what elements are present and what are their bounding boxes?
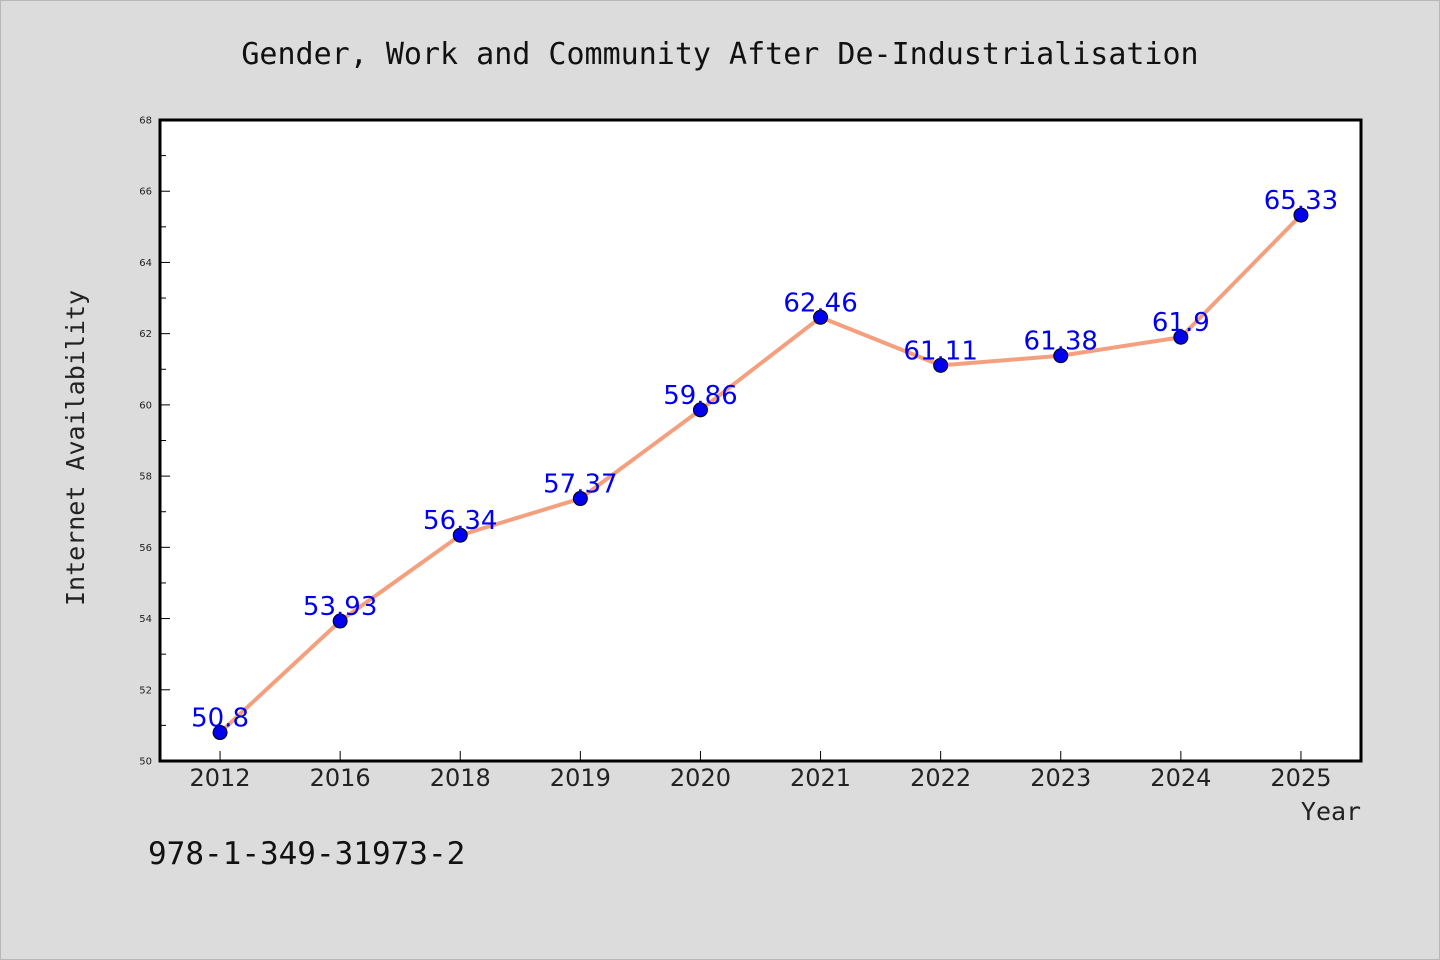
data-label: 59.86: [663, 381, 737, 411]
data-point: [933, 357, 949, 373]
x-tick-label: 2018: [430, 764, 491, 792]
x-tick-label: 2012: [190, 764, 251, 792]
data-point: [572, 491, 588, 507]
x-tick-label: 2024: [1150, 764, 1211, 792]
y-tick-label: 68: [139, 116, 152, 127]
series-line: [218, 213, 1303, 734]
data-label: 50.8: [191, 704, 249, 734]
y-tick-label: 60: [139, 400, 152, 411]
y-tick-label: 64: [139, 258, 152, 269]
data-labels: 50.8 53.93 56.34 57.37 59.86 62.46 61.11 61.38 6…: [191, 186, 1338, 733]
x-tick-label: 2022: [910, 764, 971, 792]
y-tick-label: 62: [139, 329, 152, 340]
data-markers: [212, 207, 1309, 741]
y-tick-label: 58: [139, 472, 152, 483]
data-point: [813, 309, 829, 325]
data-label: 57.37: [543, 470, 617, 500]
data-point: [452, 527, 468, 543]
data-label: 62.46: [783, 288, 857, 318]
y-tick-label: 66: [139, 187, 152, 198]
data-point: [1053, 348, 1069, 364]
data-point: [1293, 207, 1309, 223]
x-tick-label: 2023: [1030, 764, 1091, 792]
x-tick-label: 2025: [1270, 764, 1331, 792]
data-label: 61.38: [1024, 327, 1098, 357]
isbn-text: 978-1-349-31973-2: [148, 836, 465, 872]
plot-area: [158, 118, 1363, 763]
x-tick-label: 2020: [670, 764, 731, 792]
data-point: [1173, 329, 1189, 345]
y-tick-label: 56: [139, 543, 152, 554]
data-label: 65.33: [1264, 186, 1338, 216]
x-tick-label: 2019: [550, 764, 611, 792]
data-point: [692, 402, 708, 418]
data-point: [212, 725, 228, 741]
y-tick-label: 54: [139, 614, 152, 625]
y-axis-label: Internet Availability: [61, 290, 90, 606]
y-tick-label: 52: [139, 685, 152, 696]
data-label: 56.34: [423, 506, 497, 536]
data-point: [332, 613, 348, 629]
data-label: 53.93: [303, 592, 377, 622]
y-tick-label: 50: [139, 757, 152, 768]
chart-title: Gender, Work and Community After De-Indu…: [241, 37, 1198, 72]
x-tick-label: 2016: [310, 764, 371, 792]
y-axis: 50 52 54 56 58 60 62 64 66 68: [139, 116, 170, 768]
x-tick-label: 2021: [790, 764, 851, 792]
data-label: 61.9: [1152, 308, 1210, 338]
data-label: 61.11: [903, 336, 977, 366]
x-axis-label: Year: [1301, 797, 1361, 826]
x-axis: 2012 2016 2018 2019 2020 2021 2022 2023 2024 2025: [190, 751, 1331, 792]
